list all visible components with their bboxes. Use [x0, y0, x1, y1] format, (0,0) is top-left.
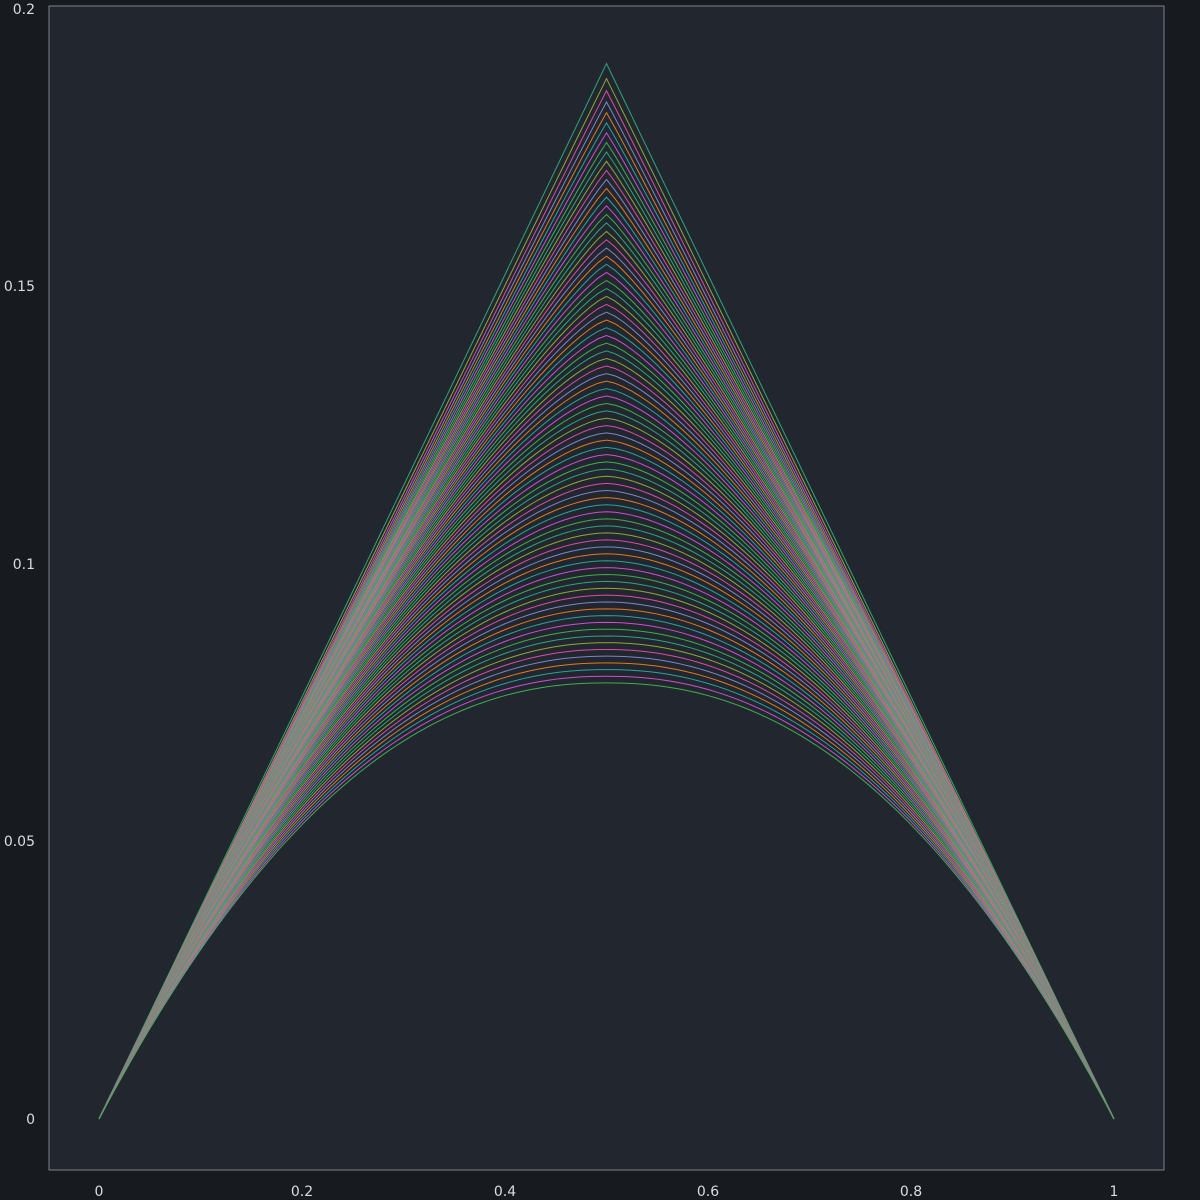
- series-line-45: [98, 446, 1115, 1120]
- series-line-77: [98, 669, 1115, 1120]
- series-line-65: [98, 587, 1115, 1120]
- series-line-0: [98, 62, 1115, 1120]
- series-line-62: [98, 567, 1115, 1120]
- series-line-56: [98, 525, 1115, 1120]
- y-tick-label-0: 0: [26, 1112, 35, 1128]
- x-tick-label-1: 0.2: [291, 1184, 313, 1200]
- series-line-69: [98, 615, 1115, 1120]
- series-line-59: [98, 546, 1115, 1120]
- series-line-43: [98, 432, 1115, 1120]
- series-line-70: [98, 621, 1115, 1120]
- series-line-67: [98, 601, 1115, 1120]
- series-line-1: [98, 77, 1115, 1120]
- series-line-63: [98, 574, 1115, 1120]
- series-line-44: [98, 439, 1115, 1120]
- series-line-54: [98, 511, 1115, 1120]
- series-line-57: [98, 532, 1115, 1120]
- plot-frame: [48, 5, 1165, 1171]
- x-tick-label-5: 1: [1110, 1184, 1119, 1200]
- series-group: [98, 62, 1115, 1120]
- series-line-66: [98, 594, 1115, 1120]
- series-line-78: [98, 675, 1115, 1120]
- series-line-49: [98, 475, 1115, 1120]
- series-line-50: [98, 482, 1115, 1120]
- series-line-72: [98, 635, 1115, 1120]
- y-tick-label-2: 0.1: [13, 557, 35, 573]
- series-line-2: [98, 89, 1115, 1120]
- series-line-60: [98, 553, 1115, 1120]
- y-tick-label-3: 0.15: [4, 279, 35, 295]
- series-line-79: [98, 682, 1115, 1120]
- series-line-75: [98, 655, 1115, 1120]
- series-line-48: [98, 468, 1115, 1120]
- series-line-51: [98, 490, 1115, 1120]
- y-tick-label-1: 0.05: [4, 834, 35, 850]
- series-line-46: [98, 454, 1115, 1120]
- series-line-68: [98, 608, 1115, 1120]
- series-line-64: [98, 580, 1115, 1120]
- series-line-3: [98, 100, 1115, 1120]
- series-line-73: [98, 642, 1115, 1120]
- series-line-71: [98, 628, 1115, 1120]
- series-line-61: [98, 560, 1115, 1120]
- x-tick-label-3: 0.6: [697, 1184, 719, 1200]
- series-line-55: [98, 518, 1115, 1120]
- series-line-58: [98, 539, 1115, 1120]
- x-tick-label-2: 0.4: [494, 1184, 516, 1200]
- series-line-52: [98, 497, 1115, 1120]
- series-line-76: [98, 662, 1115, 1120]
- series-line-47: [98, 461, 1115, 1120]
- x-tick-label-4: 0.8: [900, 1184, 922, 1200]
- x-tick-label-0: 0: [95, 1184, 104, 1200]
- y-tick-label-4: 0.2: [13, 2, 35, 18]
- series-line-53: [98, 504, 1115, 1120]
- series-line-4: [98, 111, 1115, 1120]
- series-line-74: [98, 648, 1115, 1120]
